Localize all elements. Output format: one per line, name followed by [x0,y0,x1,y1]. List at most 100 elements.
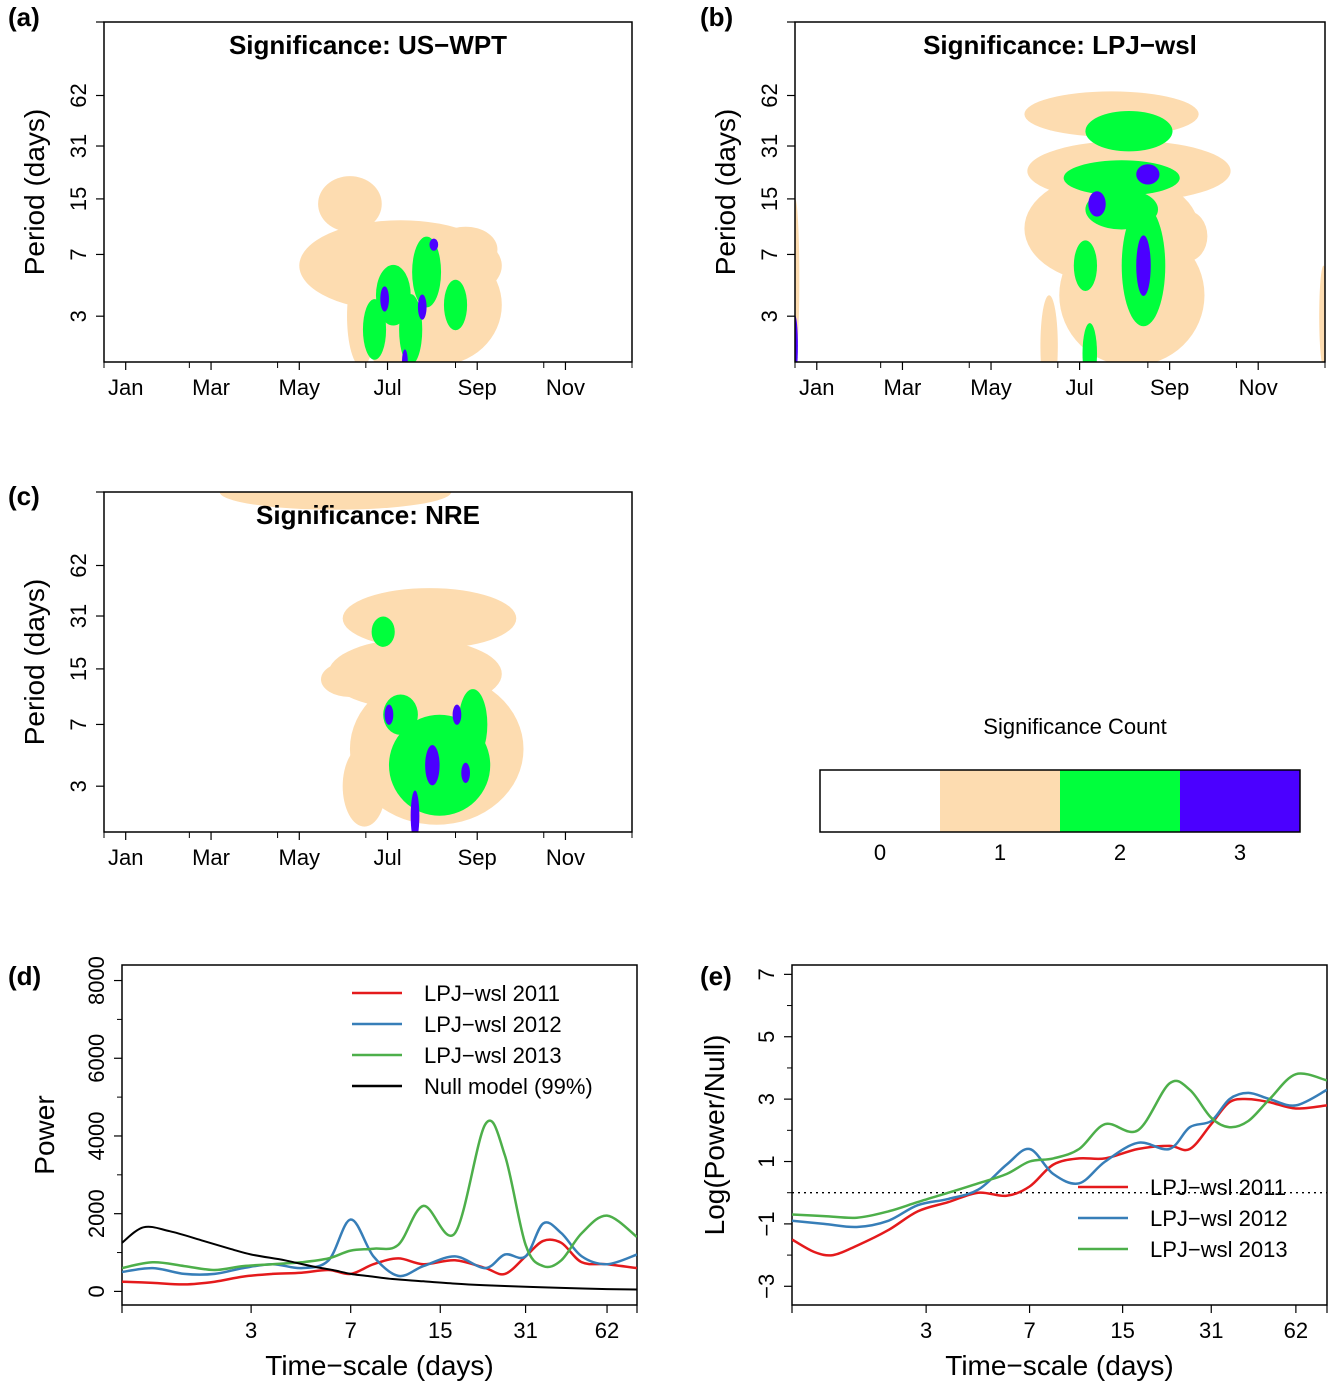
y-tick-label: 2000 [84,1189,109,1238]
plot-frame [791,964,1328,1306]
legend-entry: LPJ−wsl 2011 [424,981,560,1006]
x-tick-label: Jan [108,845,143,870]
colorbar-label-0: 0 [874,840,886,865]
y-axis-label: Period (days) [19,579,50,746]
y-tick-label: 62 [757,83,782,107]
series-line-2 [122,1119,637,1272]
series-line-0 [792,1097,1327,1257]
x-tick-label: Mar [192,375,230,400]
y-tick-label: 7 [66,718,91,730]
significance-blob-0 [219,492,452,510]
series-line-1 [122,1218,637,1278]
significance-blob-9 [458,689,488,760]
y-tick-label: 62 [66,553,91,577]
significance-blob-5 [342,745,387,827]
significance-blob-11 [425,745,440,786]
colorbar-label-2: 2 [1114,840,1126,865]
panel-label-e: (e) [700,961,732,991]
y-tick-label: 3 [754,1093,779,1105]
y-tick-label: 3 [757,310,782,322]
legend: LPJ−wsl 2011 LPJ−wsl 2012 LPJ−wsl 2013 [1078,1175,1288,1262]
significance-blob-13 [1082,323,1098,362]
x-tick-label: May [970,375,1012,400]
y-tick-label: 6000 [84,1034,109,1083]
significance-blob-0 [318,176,382,232]
x-tick-label: Jul [373,845,401,870]
significance-blob-10 [384,704,394,725]
plot-frame [121,964,638,1306]
x-tick-label: Mar [884,375,922,400]
colorbar-swatch-0 [820,770,940,832]
y-tick-label: 15 [66,187,91,211]
x-tick-label: 3 [245,1318,257,1343]
x-tick-label: Mar [192,845,230,870]
x-tick-label: 31 [513,1318,537,1343]
x-tick-label: 15 [1110,1318,1134,1343]
y-tick-label: 7 [754,968,779,980]
significance-blob-12 [1073,240,1098,291]
plot-frame [794,21,1326,363]
x-tick-label: Sep [458,375,497,400]
significance-blob-14 [1136,164,1160,185]
significance-blob-13 [452,704,462,725]
x-tick-label: Jul [373,375,401,400]
y-axis-label: Power [29,1095,60,1174]
significance-blob-12 [417,294,427,320]
series-line-0 [122,1238,637,1286]
colorbar-swatch-1 [940,770,1060,832]
plot-title: Significance: LPJ−wsl [923,30,1197,60]
x-tick-label: Nov [546,375,585,400]
legend-entry: LPJ−wsl 2011 [1150,1175,1286,1200]
legend: LPJ−wsl 2011 LPJ−wsl 2012 LPJ−wsl 2013 Null… [352,981,593,1099]
series-line-1 [792,1088,1327,1229]
x-tick-label: 31 [1199,1318,1223,1343]
x-tick-label: Jul [1066,375,1094,400]
significance-blob-4 [1166,210,1208,262]
x-tick-label: 7 [345,1318,357,1343]
significance-colorbar: Significance Count 0 1 2 3 [819,714,1301,865]
y-tick-label: 0 [84,1285,109,1297]
y-tick-label: 31 [66,604,91,628]
x-axis-label: Time−scale (days) [265,1350,493,1381]
significance-blob-5 [1040,295,1058,362]
significance-blob-13 [429,238,439,251]
legend-entry: LPJ−wsl 2012 [1150,1206,1288,1231]
x-tick-label: 3 [920,1318,932,1343]
y-tick-label: −3 [754,1274,779,1299]
significance-blob-14 [401,349,408,362]
colorbar-label-3: 3 [1234,840,1246,865]
x-tick-label: 62 [1284,1318,1308,1343]
plot-title: Significance: US−WPT [229,30,507,60]
y-tick-label: 15 [66,657,91,681]
y-tick-label: 7 [66,248,91,260]
heatmap-panel-c: Significance: NRE Jan Mar May Jul Sep Nov 3 7 15 3… [19,491,633,870]
colorbar-swatch-2 [1060,770,1180,832]
colorbar-swatch-3 [1180,770,1300,832]
x-tick-label: Nov [546,845,585,870]
y-tick-label: 3 [66,310,91,322]
y-tick-label: 8000 [84,956,109,1005]
colorbar-label-1: 1 [994,840,1006,865]
y-axis-label: Log(Power/Null) [699,1035,730,1236]
significance-blob-8 [1085,110,1173,152]
significance-blob-9 [399,294,423,362]
significance-blob-11 [380,286,389,312]
y-tick-label: 15 [757,187,782,211]
x-tick-label: Jan [108,375,143,400]
significance-blob-8 [362,299,387,360]
significance-blob-7 [412,236,442,308]
significance-blob-3 [320,661,379,698]
x-tick-label: May [279,375,321,400]
x-tick-label: Sep [1150,375,1189,400]
x-tick-label: 15 [428,1318,452,1343]
significance-blob-15 [1088,191,1106,217]
y-tick-label: −1 [754,1211,779,1236]
panel-label-d: (d) [8,961,41,991]
y-tick-label: 5 [754,1031,779,1043]
plot-title: Significance: NRE [256,500,480,530]
series-line-2 [792,1072,1327,1220]
y-tick-label: 31 [66,134,91,158]
significance-blob-14 [410,790,420,832]
x-tick-label: May [279,845,321,870]
